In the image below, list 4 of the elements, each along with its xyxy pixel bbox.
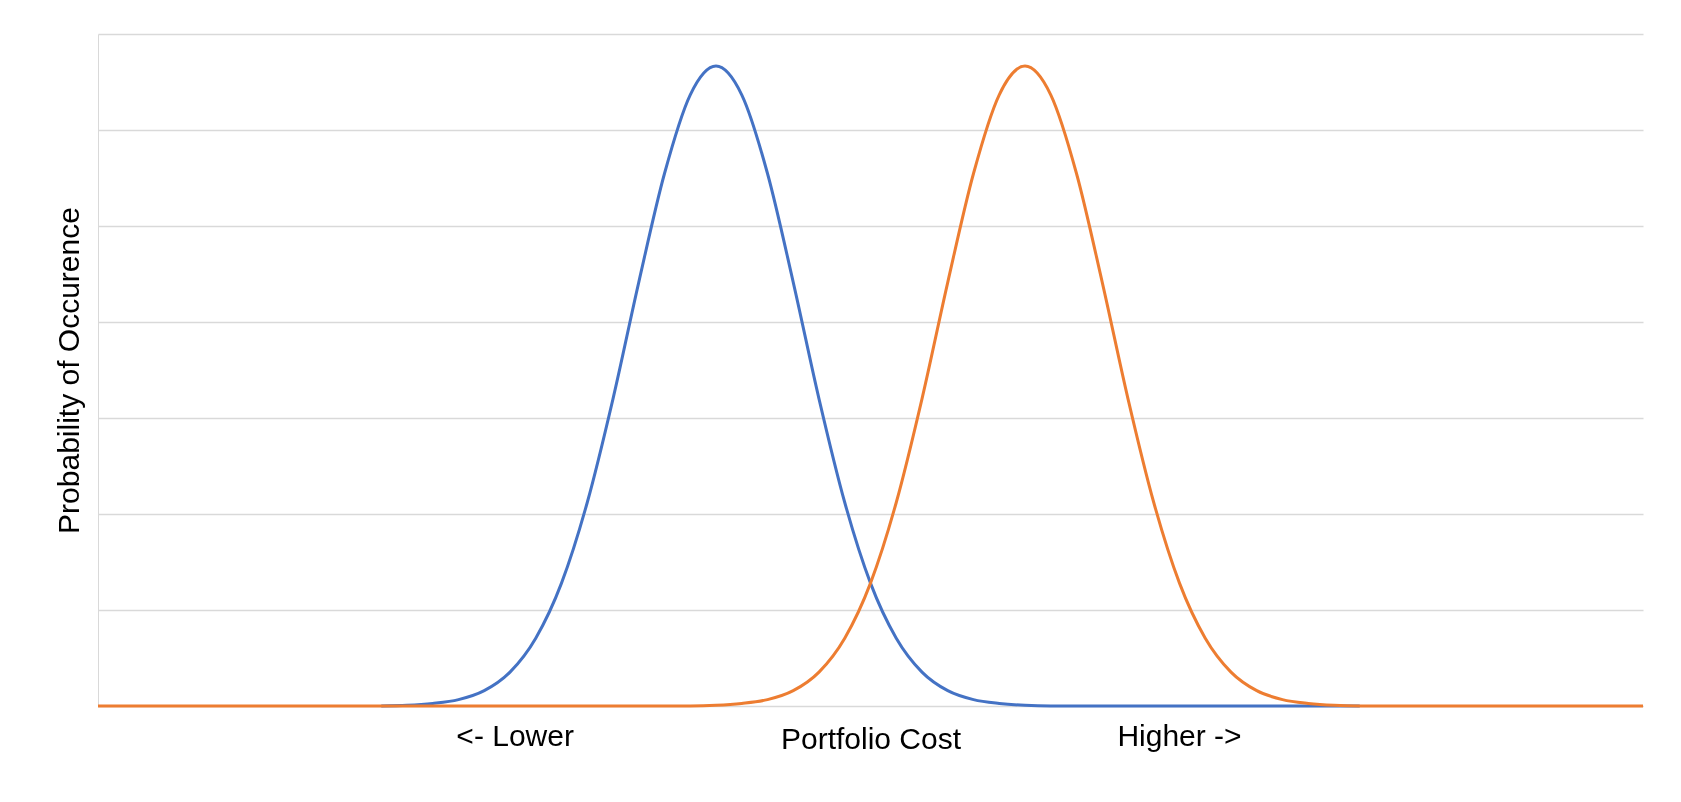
y-axis-title: Probability of Occurence — [51, 207, 85, 534]
text: <- Lower — [456, 719, 574, 752]
x-axis-title: Portfolio Cost — [780, 721, 962, 755]
text: Higher -> — [1117, 719, 1242, 752]
